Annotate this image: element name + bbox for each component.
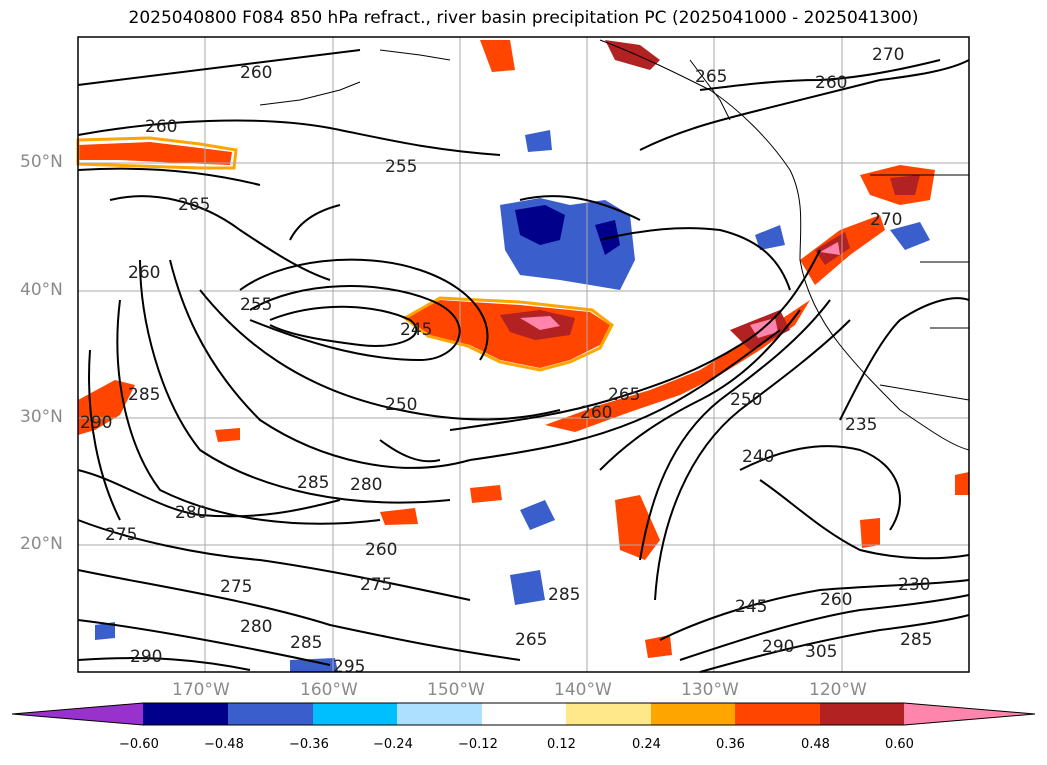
contour-label: 290 bbox=[762, 637, 794, 657]
latitude-label: 40°N bbox=[20, 280, 63, 300]
colorbar-segment bbox=[228, 703, 313, 725]
colorbar-tick-label: 0.24 bbox=[632, 737, 661, 752]
contour-label: 270 bbox=[870, 210, 902, 230]
contour-label: 295 bbox=[333, 657, 365, 677]
contour-label: 230 bbox=[898, 575, 930, 595]
contour-label: 255 bbox=[240, 295, 272, 315]
map-frame bbox=[77, 36, 970, 673]
contour-label: 285 bbox=[128, 385, 160, 405]
colorbar-segment bbox=[12, 703, 143, 725]
colorbar-tick-label: 0.48 bbox=[801, 737, 830, 752]
contour-label: 280 bbox=[350, 475, 382, 495]
colorbar-segment bbox=[904, 703, 1035, 725]
contour-label: 260 bbox=[145, 117, 177, 137]
contour-label: 280 bbox=[175, 503, 207, 523]
longitude-label: 130°W bbox=[681, 680, 739, 700]
contour-label: 245 bbox=[400, 320, 432, 340]
contour-label: 260 bbox=[240, 63, 272, 83]
contour-label: 260 bbox=[815, 73, 847, 93]
colorbar-tick-label: 0.36 bbox=[716, 737, 745, 752]
precip-patch bbox=[545, 300, 810, 432]
longitude-label: 140°W bbox=[554, 680, 612, 700]
map-title: 2025040800 F084 850 hPa refract., river … bbox=[128, 8, 919, 28]
contour-label: 265 bbox=[695, 67, 727, 87]
longitude-label: 160°W bbox=[300, 680, 358, 700]
contour-label: 260 bbox=[580, 403, 612, 423]
contour-label: 305 bbox=[805, 642, 837, 662]
gridlines bbox=[78, 37, 969, 672]
contour-label: 250 bbox=[730, 390, 762, 410]
contour-label: 235 bbox=[845, 415, 877, 435]
contour-label: 290 bbox=[80, 413, 112, 433]
contour-label: 265 bbox=[178, 195, 210, 215]
longitude-label: 150°W bbox=[427, 680, 485, 700]
colorbar-segment bbox=[651, 703, 735, 725]
contour-label: 275 bbox=[220, 577, 252, 597]
longitude-label: 170°W bbox=[172, 680, 230, 700]
precip-patch bbox=[78, 142, 232, 165]
contour-label: 270 bbox=[872, 45, 904, 65]
contour-label: 285 bbox=[297, 473, 329, 493]
colorbar-segment bbox=[566, 703, 651, 725]
contour-label: 265 bbox=[608, 385, 640, 405]
colorbar-tick-label: 0.12 bbox=[547, 737, 576, 752]
colorbar-segment bbox=[397, 703, 482, 725]
contour-label: 260 bbox=[128, 263, 160, 283]
colorbar-segment bbox=[482, 703, 566, 725]
contour-label: 285 bbox=[900, 630, 932, 650]
colorbar-tick-label: −0.12 bbox=[458, 737, 498, 752]
contour-label: 240 bbox=[742, 447, 774, 467]
longitude-label: 120°W bbox=[809, 680, 867, 700]
contour-label: 285 bbox=[548, 585, 580, 605]
contour-label: 275 bbox=[105, 525, 137, 545]
colorbar-tick-label: 0.60 bbox=[885, 737, 914, 752]
colorbar-segment bbox=[820, 703, 904, 725]
coastlines bbox=[259, 39, 970, 451]
colorbar bbox=[11, 702, 1036, 726]
contour-label: 255 bbox=[385, 157, 417, 177]
contour-label: 245 bbox=[735, 597, 767, 617]
contour-labels: 260 260 255 265 260 255 250 245 280 285 … bbox=[80, 45, 932, 677]
colorbar-tick-label: −0.48 bbox=[204, 737, 244, 752]
latitude-label: 30°N bbox=[20, 407, 63, 427]
map-panel: 260 260 255 265 260 255 250 245 280 285 … bbox=[76, 36, 970, 677]
colorbar-tick-label: −0.60 bbox=[119, 737, 159, 752]
contour-label: 285 bbox=[290, 633, 322, 653]
colorbar-tick-label: −0.24 bbox=[373, 737, 413, 752]
precipitation-shading bbox=[76, 40, 969, 672]
contour-label: 260 bbox=[365, 540, 397, 560]
latitude-label: 50°N bbox=[20, 152, 63, 172]
colorbar-segment bbox=[143, 703, 228, 725]
contour-label: 280 bbox=[240, 617, 272, 637]
refractivity-contours bbox=[77, 49, 970, 673]
latitude-label: 20°N bbox=[20, 534, 63, 554]
contour-label: 260 bbox=[820, 590, 852, 610]
contour-label: 265 bbox=[515, 630, 547, 650]
colorbar-segment bbox=[313, 703, 397, 725]
contour-label: 275 bbox=[360, 575, 392, 595]
contour-label: 290 bbox=[130, 647, 162, 667]
colorbar-segment bbox=[735, 703, 820, 725]
colorbar-tick-label: −0.36 bbox=[289, 737, 329, 752]
contour-label: 250 bbox=[385, 395, 417, 415]
